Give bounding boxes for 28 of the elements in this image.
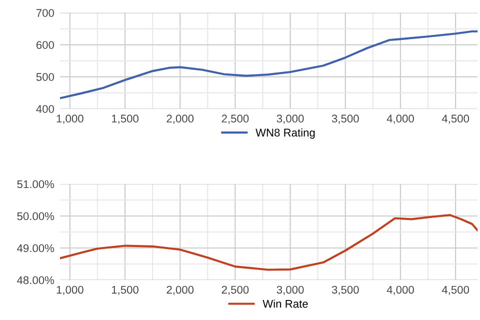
x-tick-label: 1,500	[112, 286, 138, 296]
x-tick-label: 2,000	[166, 286, 194, 296]
line-series	[60, 30, 478, 100]
x-tick-label: 4,000	[386, 286, 414, 296]
x-tick-label: 2,500	[222, 114, 249, 124]
x-tick-label: 2,500	[222, 286, 249, 296]
y-tick-label: 49.00%	[17, 244, 54, 252]
line-series	[60, 214, 478, 271]
y-tick-label: 600	[36, 41, 54, 49]
x-tick-label: 4,000	[386, 114, 414, 124]
y-tick-label: 500	[36, 73, 54, 81]
x-tick-label: 4,500	[442, 114, 470, 124]
y-tick-label: 51.00%	[17, 180, 54, 188]
x-tick-label: 3,000	[276, 114, 304, 124]
legend-label: WN8 Rating	[256, 128, 315, 139]
x-tick-label: 1,000	[56, 286, 84, 296]
y-tick-label: 700	[36, 9, 54, 17]
y-tick-label: 48.00%	[17, 276, 54, 284]
x-tick-label: 3,000	[276, 286, 304, 296]
x-tick-label: 1,000	[56, 114, 84, 124]
x-tick-label: 2,000	[166, 114, 194, 124]
x-tick-label: 3,500	[332, 114, 359, 124]
x-tick-label: 1,500	[112, 114, 138, 124]
x-tick-label: 3,500	[332, 286, 359, 296]
x-tick-label: 4,500	[442, 286, 470, 296]
y-tick-label: 50.00%	[17, 212, 54, 220]
legend-label: Win Rate	[262, 300, 308, 308]
y-tick-label: 400	[36, 105, 54, 113]
